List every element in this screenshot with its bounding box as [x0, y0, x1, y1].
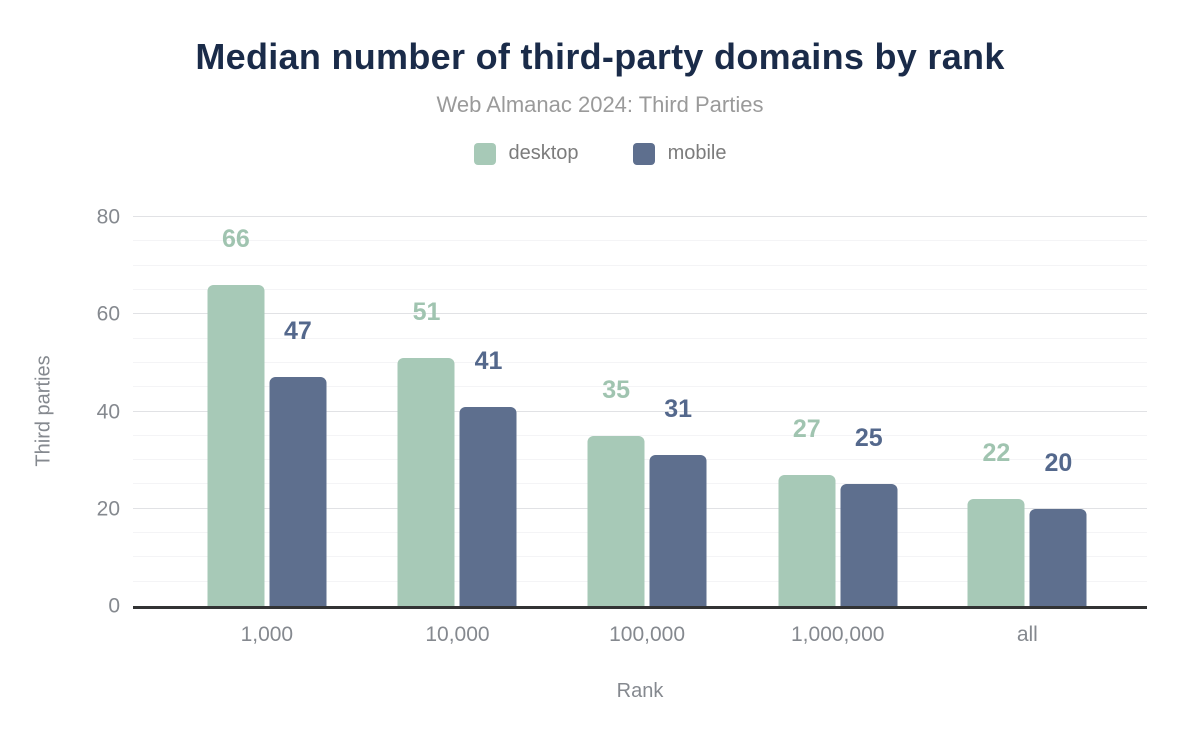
bar-desktop-100000[interactable]: 35 [587, 377, 645, 606]
value-label-desktop-100000: 35 [602, 375, 630, 404]
value-label-desktop-1000: 66 [221, 225, 250, 254]
major-gridline [133, 216, 1147, 217]
minor-gridline [133, 264, 1147, 266]
legend-label-mobile: mobile [667, 142, 727, 164]
desktop-swatch-icon [473, 142, 496, 165]
bar-desktop-10000[interactable]: 51 [397, 300, 455, 606]
legend-label-desktop: desktop [508, 142, 579, 164]
bar-mobile-100000[interactable]: 31 [649, 397, 707, 606]
value-label-mobile-1000: 47 [283, 317, 312, 346]
value-label-desktop-1000000: 27 [792, 414, 821, 443]
x-tick-label: 10,000 [425, 623, 490, 646]
bar-mobile-10000[interactable]: 41 [459, 348, 517, 606]
x-tick-label: 100,000 [609, 623, 686, 646]
minor-gridline [133, 240, 1147, 242]
x-tick-label: 1,000 [240, 623, 294, 646]
chart-title: Median number of third-party domains by … [195, 36, 1005, 77]
value-label-mobile-all: 20 [1044, 448, 1073, 477]
y-tick-label: 60 [96, 302, 120, 326]
minor-gridline [133, 361, 1147, 363]
x-tick-label: 1,000,000 [791, 623, 885, 646]
y-tick-label: 0 [108, 594, 120, 618]
bar-desktop-all[interactable]: 22 [967, 441, 1025, 606]
bar-desktop-1000[interactable]: 66 [207, 227, 265, 606]
value-label-mobile-10000: 41 [474, 346, 503, 375]
major-gridline [133, 410, 1147, 412]
legend-item-mobile[interactable]: mobile [632, 142, 727, 165]
bar-desktop-1000000[interactable]: 27 [778, 416, 836, 606]
bar-group-100000: 35 31 [587, 377, 707, 606]
bar-group-10000: 51 41 [397, 300, 517, 606]
legend-item-desktop[interactable]: desktop [473, 142, 579, 165]
minor-gridline [133, 434, 1147, 436]
bar-group-all: 22 20 [967, 441, 1087, 606]
y-tick-label: 40 [96, 400, 120, 423]
chart-subtitle: Web Almanac 2024: Third Parties [436, 92, 764, 117]
bar-mobile-1000000[interactable]: 25 [840, 426, 898, 606]
x-tick-label: all [1016, 623, 1038, 646]
x-axis-title: Rank [616, 680, 664, 702]
y-tick-label: 80 [96, 205, 120, 229]
value-label-desktop-all: 22 [982, 439, 1011, 468]
value-label-desktop-10000: 51 [412, 298, 441, 327]
plot-area: Rank 0 20 40 60 80 66 47 1,000 51 41 10,000 35 31 100… [97, 207, 1147, 702]
major-gridline [133, 313, 1147, 315]
minor-gridline [133, 386, 1147, 388]
value-label-mobile-1000000: 25 [854, 424, 883, 453]
mobile-swatch-icon [632, 142, 655, 165]
bar-group-1000000: 27 25 [778, 416, 898, 606]
minor-gridline [133, 337, 1147, 339]
minor-gridline [133, 288, 1147, 290]
y-tick-label: 20 [96, 497, 120, 521]
bar-mobile-1000[interactable]: 47 [269, 319, 327, 606]
value-label-mobile-100000: 31 [664, 395, 692, 424]
legend: desktop mobile [0, 142, 1200, 165]
bar-group-1000: 66 47 [207, 227, 327, 606]
bar-mobile-all[interactable]: 20 [1029, 450, 1087, 606]
